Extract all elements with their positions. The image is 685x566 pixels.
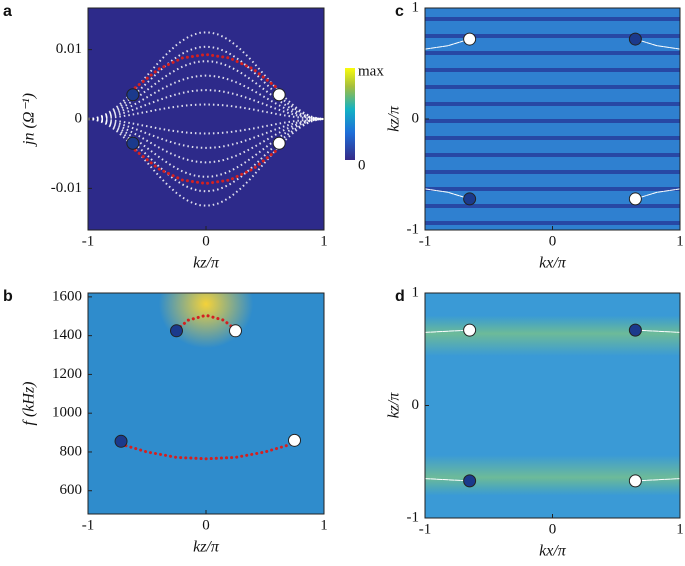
x-axis-label: kz/π bbox=[193, 539, 220, 556]
y-tick-label: -1 bbox=[407, 509, 420, 525]
bulk-band bbox=[87, 118, 325, 178]
marker bbox=[126, 136, 140, 150]
y-tick-label: 800 bbox=[60, 443, 83, 459]
y-tick-label: 1 bbox=[412, 0, 420, 15]
y-tick-label: 0 bbox=[412, 397, 420, 413]
x-tick-label: 1 bbox=[676, 233, 684, 249]
x-tick-label: 0 bbox=[549, 521, 557, 537]
x-axis-label: kx/π bbox=[539, 255, 567, 272]
marker bbox=[628, 474, 642, 488]
y-tick-label: 1400 bbox=[52, 327, 82, 343]
panel-label: c bbox=[395, 3, 404, 20]
marker bbox=[463, 323, 477, 337]
y-axis-label: jn (Ω⁻¹) bbox=[21, 93, 38, 147]
y-tick-label: -0.01 bbox=[51, 180, 82, 196]
colorbar bbox=[345, 68, 355, 160]
bulk-band bbox=[87, 118, 325, 164]
data-curve bbox=[175, 313, 237, 332]
y-tick-label: 600 bbox=[60, 482, 83, 498]
data-curve bbox=[424, 38, 471, 50]
data-curve bbox=[424, 188, 471, 200]
marker bbox=[628, 32, 642, 46]
marker bbox=[463, 192, 477, 206]
y-tick-label: 1600 bbox=[52, 288, 82, 304]
data-curve bbox=[424, 478, 471, 482]
data-curve bbox=[133, 148, 279, 186]
x-tick-label: -1 bbox=[419, 521, 432, 537]
heatmap-background bbox=[88, 8, 324, 230]
data-curve bbox=[133, 52, 279, 90]
marker bbox=[272, 136, 286, 150]
bulk-band bbox=[87, 45, 325, 120]
bulk-band bbox=[87, 60, 325, 120]
x-tick-label: 0 bbox=[202, 233, 210, 249]
marker bbox=[272, 88, 286, 102]
marker bbox=[628, 323, 642, 337]
y-axis-label: kz/π bbox=[386, 392, 403, 419]
x-tick-label: -1 bbox=[419, 233, 432, 249]
bulk-band bbox=[87, 118, 325, 149]
bulk-band bbox=[87, 89, 325, 120]
data-curve bbox=[634, 478, 681, 482]
x-axis-label: kz/π bbox=[193, 255, 220, 272]
x-tick-label: -1 bbox=[82, 233, 95, 249]
x-tick-label: 1 bbox=[320, 233, 328, 249]
data-curve bbox=[119, 441, 296, 461]
marker bbox=[229, 324, 242, 338]
y-tick-label: 0.01 bbox=[56, 41, 82, 57]
y-tick-label: -1 bbox=[407, 221, 420, 237]
x-tick-label: -1 bbox=[82, 517, 95, 533]
marker bbox=[114, 434, 128, 448]
bands bbox=[425, 293, 680, 518]
marker bbox=[126, 88, 140, 102]
data-curve bbox=[634, 188, 681, 200]
bulk-band bbox=[87, 103, 325, 120]
marker bbox=[463, 474, 477, 488]
x-tick-label: 0 bbox=[202, 517, 210, 533]
y-tick-label: 1200 bbox=[52, 366, 82, 382]
marker bbox=[288, 433, 301, 447]
hotspot bbox=[88, 293, 324, 514]
marker bbox=[170, 324, 183, 338]
colorbar-label: max bbox=[358, 63, 384, 79]
y-tick-label: 1000 bbox=[52, 405, 82, 421]
y-axis-label: f (kHz) bbox=[21, 382, 38, 426]
marker bbox=[628, 192, 642, 206]
x-tick-label: 0 bbox=[549, 233, 557, 249]
panel-label: b bbox=[3, 288, 13, 305]
x-tick-label: 1 bbox=[320, 517, 328, 533]
y-tick-label: 1 bbox=[412, 284, 420, 300]
marker bbox=[463, 32, 477, 46]
y-axis-label: kz/π bbox=[386, 105, 403, 132]
x-tick-label: 1 bbox=[676, 521, 684, 537]
panel-label: d bbox=[395, 288, 405, 305]
x-axis-label: kx/π bbox=[539, 543, 567, 560]
colorbar-label: 0 bbox=[358, 157, 366, 173]
data-curve bbox=[634, 329, 681, 333]
panel-label: a bbox=[3, 3, 12, 20]
data-curve bbox=[634, 38, 681, 50]
bulk-band bbox=[87, 118, 325, 135]
y-tick-label: 0 bbox=[75, 110, 83, 126]
bulk-band bbox=[87, 118, 325, 193]
data-curve bbox=[424, 329, 471, 333]
y-tick-label: 0 bbox=[412, 110, 420, 126]
bulk-band bbox=[87, 74, 325, 120]
